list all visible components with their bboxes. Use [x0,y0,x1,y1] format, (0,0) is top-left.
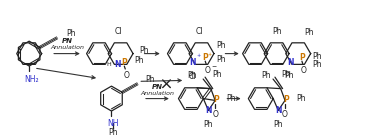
Text: NH: NH [108,119,119,128]
Text: N: N [287,58,293,67]
Text: NH₂: NH₂ [24,75,39,84]
Text: +: + [197,54,201,59]
Text: P: P [283,95,289,104]
Text: Cl: Cl [189,72,197,81]
Text: Ph: Ph [212,70,221,79]
Text: Ph: Ph [139,46,148,55]
Text: Ph: Ph [227,94,236,103]
Text: Annulation: Annulation [140,91,174,96]
Text: PN: PN [152,84,163,90]
Text: Ph: Ph [216,55,225,64]
Text: Ph: Ph [273,120,283,129]
Text: N: N [275,106,282,115]
Text: Annulation: Annulation [50,45,84,50]
Text: Cl: Cl [196,27,203,36]
Text: PN: PN [62,38,73,44]
Text: Ph: Ph [282,70,291,79]
Text: N: N [189,58,196,67]
Text: Ph: Ph [66,30,75,39]
Text: N: N [205,106,212,115]
Text: O: O [204,66,210,75]
Text: Ph: Ph [262,71,271,80]
Text: O: O [123,71,129,80]
Text: −: − [211,63,216,68]
Text: P: P [299,53,305,62]
Text: +: + [207,52,211,57]
Text: Ph: Ph [187,71,197,80]
Text: Ph: Ph [313,60,322,69]
Text: P: P [202,53,208,62]
Text: Ph: Ph [145,75,155,84]
Text: Ph: Ph [216,41,225,50]
Text: Ph: Ph [204,120,213,129]
Text: H: H [107,62,111,67]
Text: P: P [213,95,219,104]
Text: Ph: Ph [272,27,281,36]
Text: Ph: Ph [304,28,314,37]
Text: O: O [282,110,288,119]
Text: Ph: Ph [296,94,306,103]
Text: O: O [212,110,218,119]
Text: Ph: Ph [134,56,143,65]
Text: O: O [301,66,307,75]
Text: P: P [121,58,127,67]
Text: Cl: Cl [115,27,122,36]
Text: N: N [114,60,121,69]
Text: Ph: Ph [313,52,322,61]
Text: Ph: Ph [108,128,118,137]
Text: Ph: Ph [284,71,294,80]
